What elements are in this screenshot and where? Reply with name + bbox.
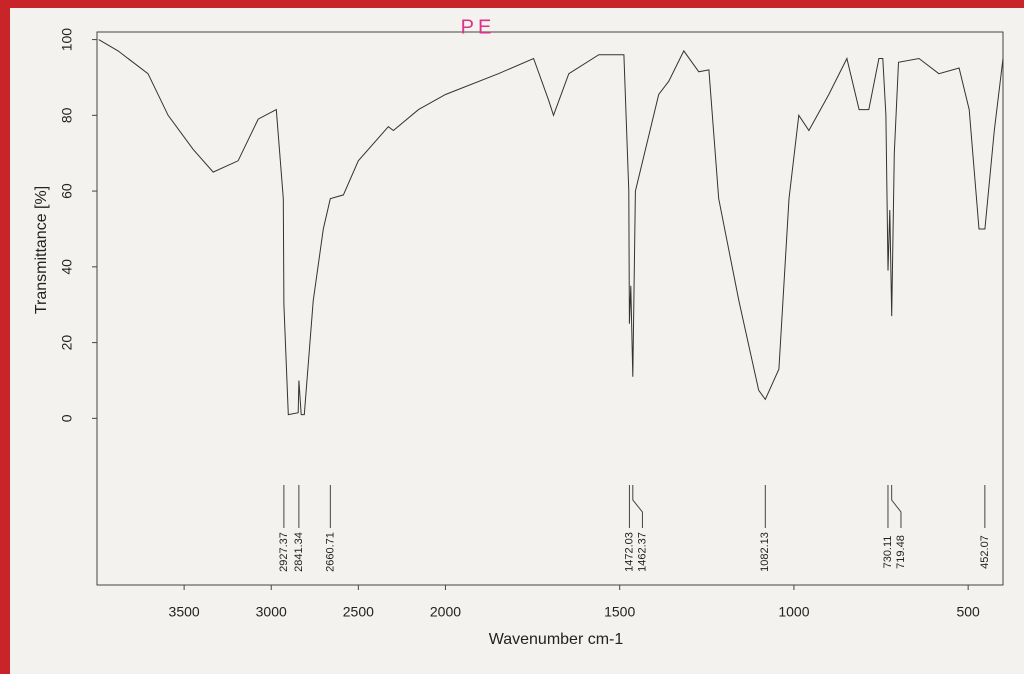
y-tick-label: 20	[59, 335, 75, 351]
x-tick-label: 1500	[604, 604, 635, 620]
peak-label: 2841.34	[293, 532, 305, 572]
x-tick-label: 1000	[778, 604, 809, 620]
y-tick-label: 80	[59, 107, 75, 123]
peak-label: 1082.13	[759, 532, 771, 572]
y-tick-label: 100	[59, 28, 75, 52]
paper	[10, 8, 1024, 674]
peak-label: 452.07	[979, 535, 991, 569]
peak-label: 1472.03	[623, 532, 635, 572]
peak-marker	[632, 485, 643, 528]
y-tick-label: 60	[59, 183, 75, 199]
peak-label: 719.48	[895, 535, 907, 569]
x-axis-label: Wavenumber cm-1	[489, 631, 624, 648]
peak-label: 730.11	[882, 536, 894, 569]
plot-frame	[96, 31, 1004, 586]
chart-title: PE	[461, 16, 496, 38]
x-tick-label: 500	[956, 604, 980, 620]
y-tick-label: 0	[59, 414, 75, 422]
spectrum-line	[98, 39, 1004, 416]
x-tick-label: 2000	[430, 604, 461, 620]
y-tick-label: 40	[59, 259, 75, 275]
y-axis-label: Transmittance [%]	[33, 186, 50, 314]
x-tick-label: 3500	[169, 604, 200, 620]
peak-label: 1462.37	[636, 532, 648, 572]
peak-marker	[891, 485, 902, 528]
peak-label: 2660.71	[324, 532, 336, 572]
x-tick-label: 2500	[343, 604, 374, 620]
x-tick-label: 3000	[256, 604, 287, 620]
peak-label: 2927.37	[278, 532, 290, 572]
